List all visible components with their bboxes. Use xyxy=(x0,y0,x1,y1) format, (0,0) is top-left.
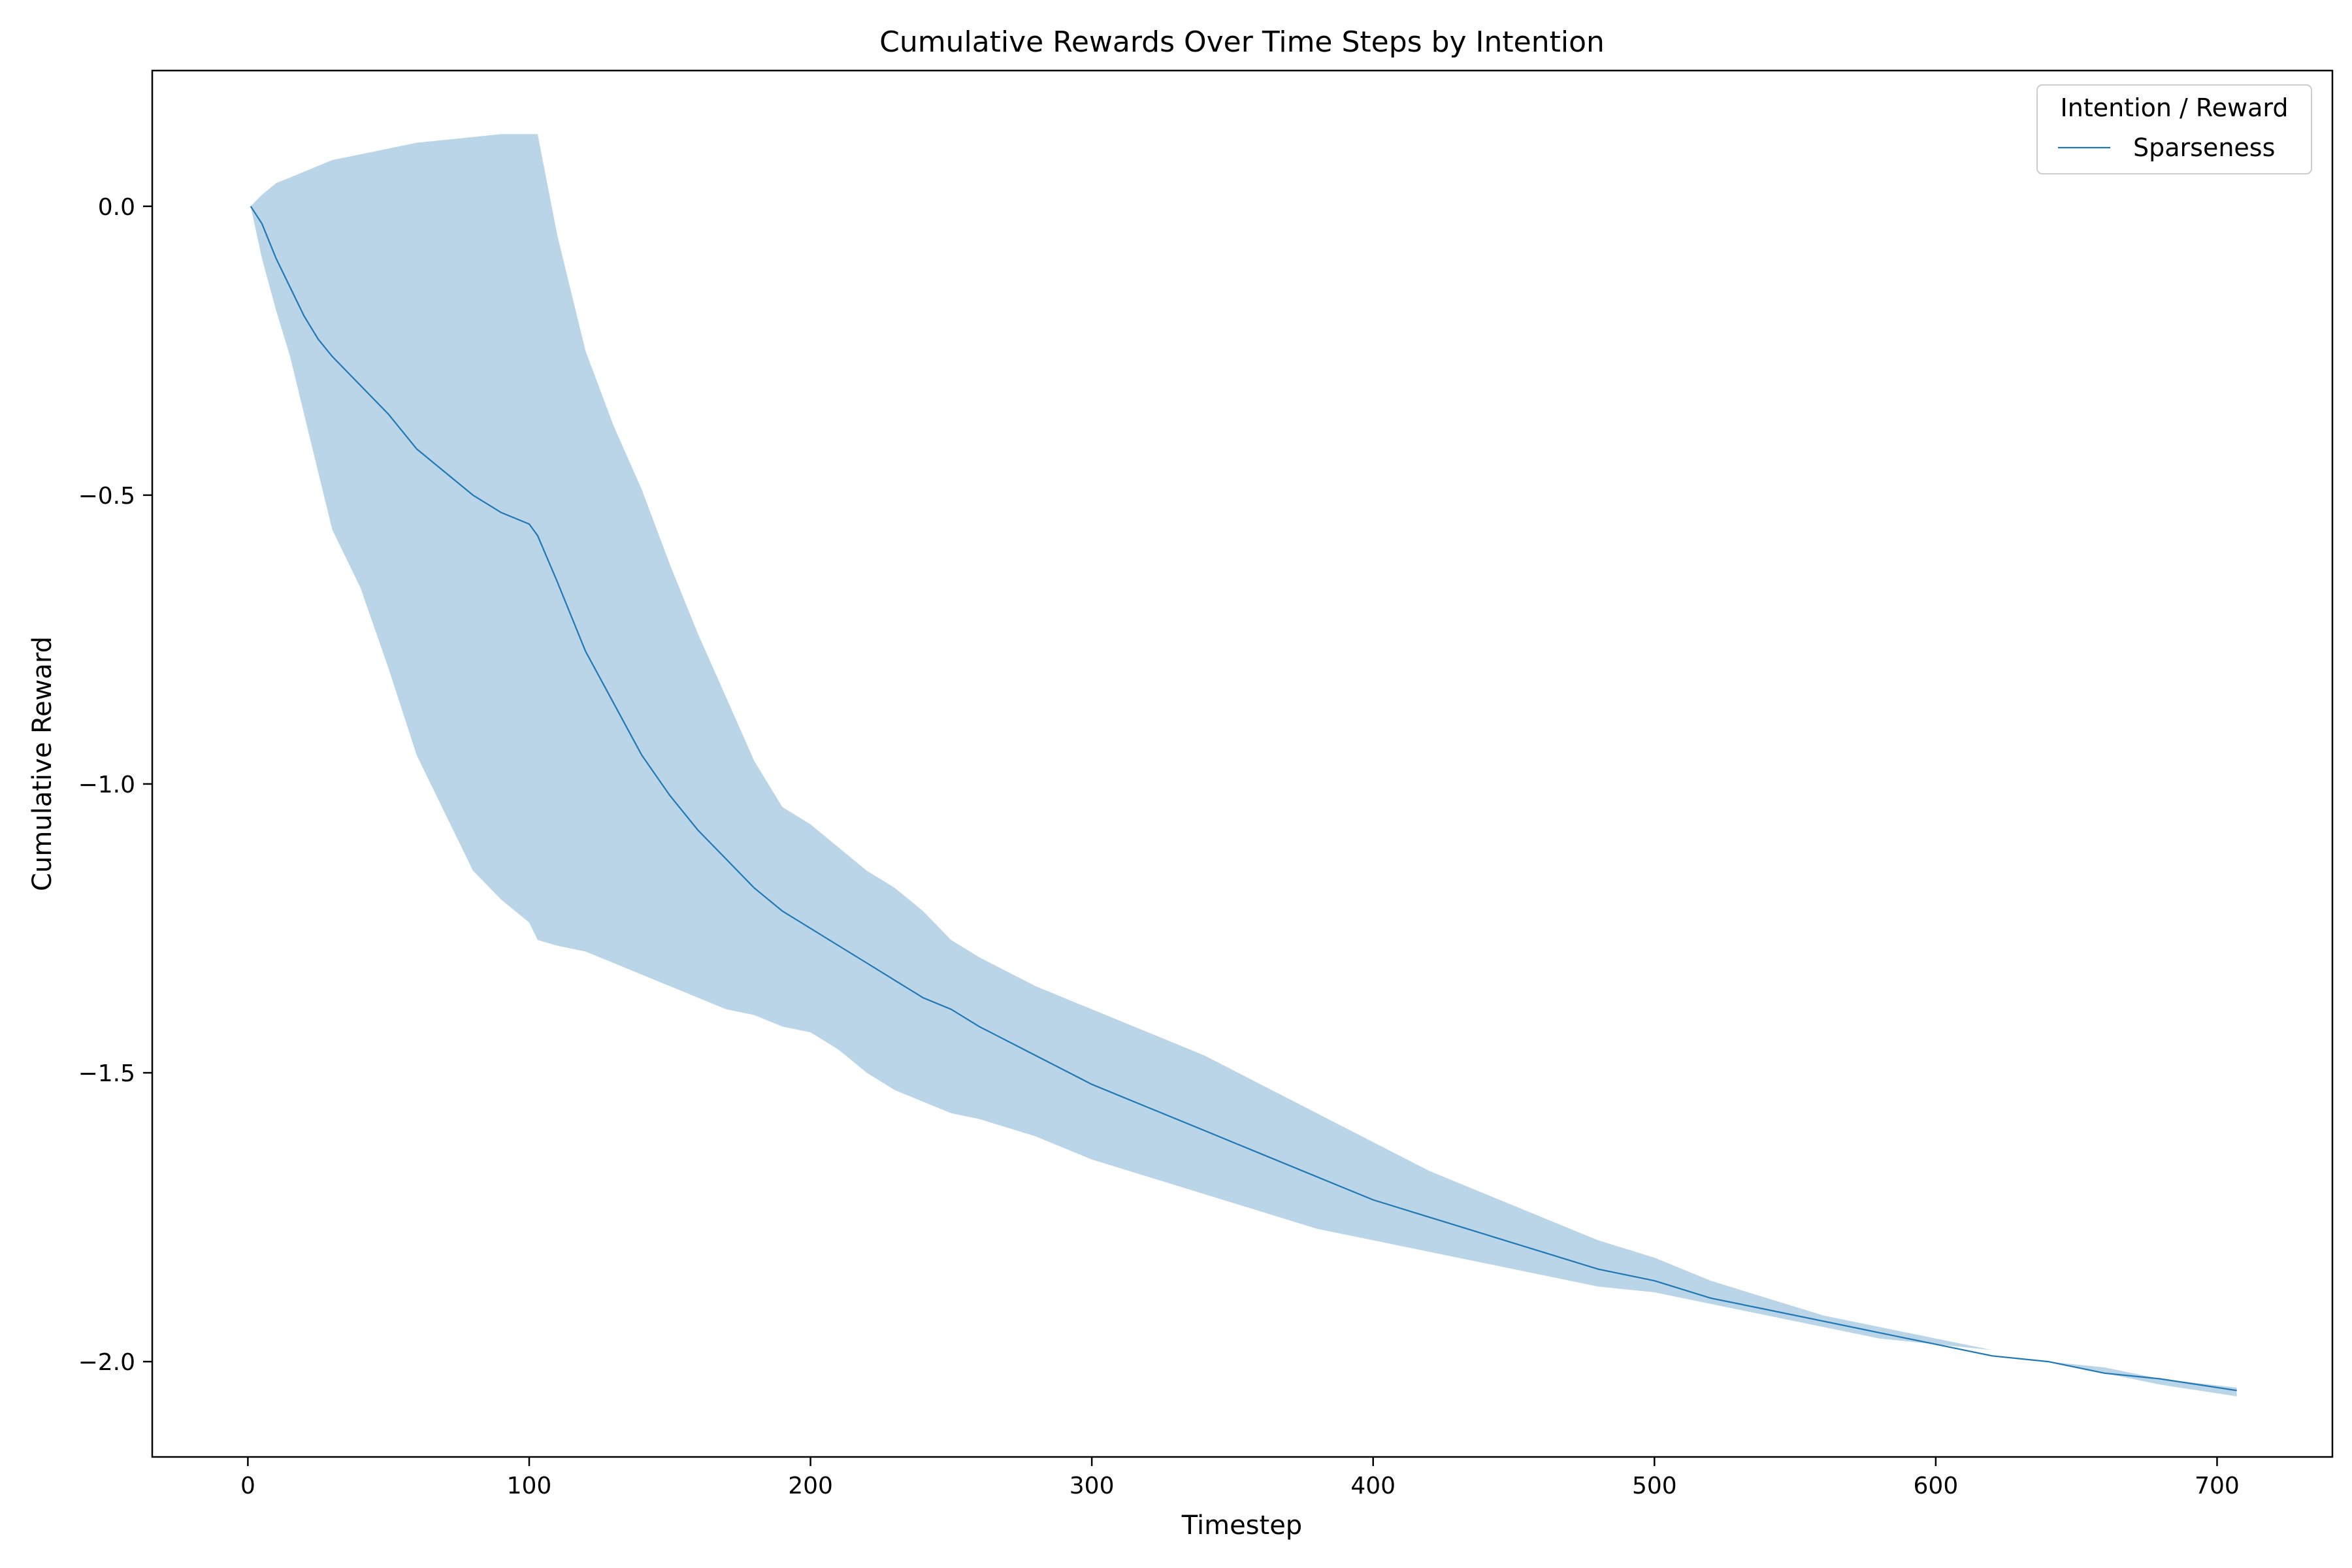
y-tick-label: −2.0 xyxy=(78,1349,135,1376)
x-tick-label: 300 xyxy=(1070,1473,1115,1499)
x-tick-label: 0 xyxy=(240,1473,255,1499)
legend-box xyxy=(2036,84,2312,174)
y-tick-label: −1.5 xyxy=(78,1060,135,1087)
x-tick-label: 200 xyxy=(788,1473,833,1499)
series-line-sparseness xyxy=(250,206,2237,1392)
legend-title: Intention / Reward xyxy=(2061,93,2289,122)
y-tick-label: −1.0 xyxy=(78,772,135,798)
legend: Intention / Reward Sparseness xyxy=(2036,84,2312,174)
axes-frame xyxy=(151,69,2334,1458)
chart-title: Cumulative Rewards Over Time Steps by In… xyxy=(879,25,1605,59)
plot-area xyxy=(250,134,2237,1397)
y-axis: 0.0 −0.5 −1.0 −1.5 −2.0 xyxy=(78,194,152,1376)
x-tick-label: 100 xyxy=(507,1473,552,1499)
y-tick-label: −0.5 xyxy=(78,483,135,510)
y-axis-label: Cumulative Reward xyxy=(27,636,57,891)
x-axis-label: Timestep xyxy=(1181,1511,1302,1541)
x-tick-label: 700 xyxy=(2195,1473,2240,1499)
confidence-band-sparseness xyxy=(250,134,2237,1397)
legend-entry-sparseness: Sparseness xyxy=(2133,133,2275,162)
y-tick-label: 0.0 xyxy=(98,194,135,221)
x-tick-label: 500 xyxy=(1632,1473,1677,1499)
x-axis: 0 100 200 300 400 500 600 700 xyxy=(240,1457,2240,1499)
x-tick-label: 400 xyxy=(1350,1473,1396,1499)
x-tick-label: 600 xyxy=(1914,1473,1959,1499)
